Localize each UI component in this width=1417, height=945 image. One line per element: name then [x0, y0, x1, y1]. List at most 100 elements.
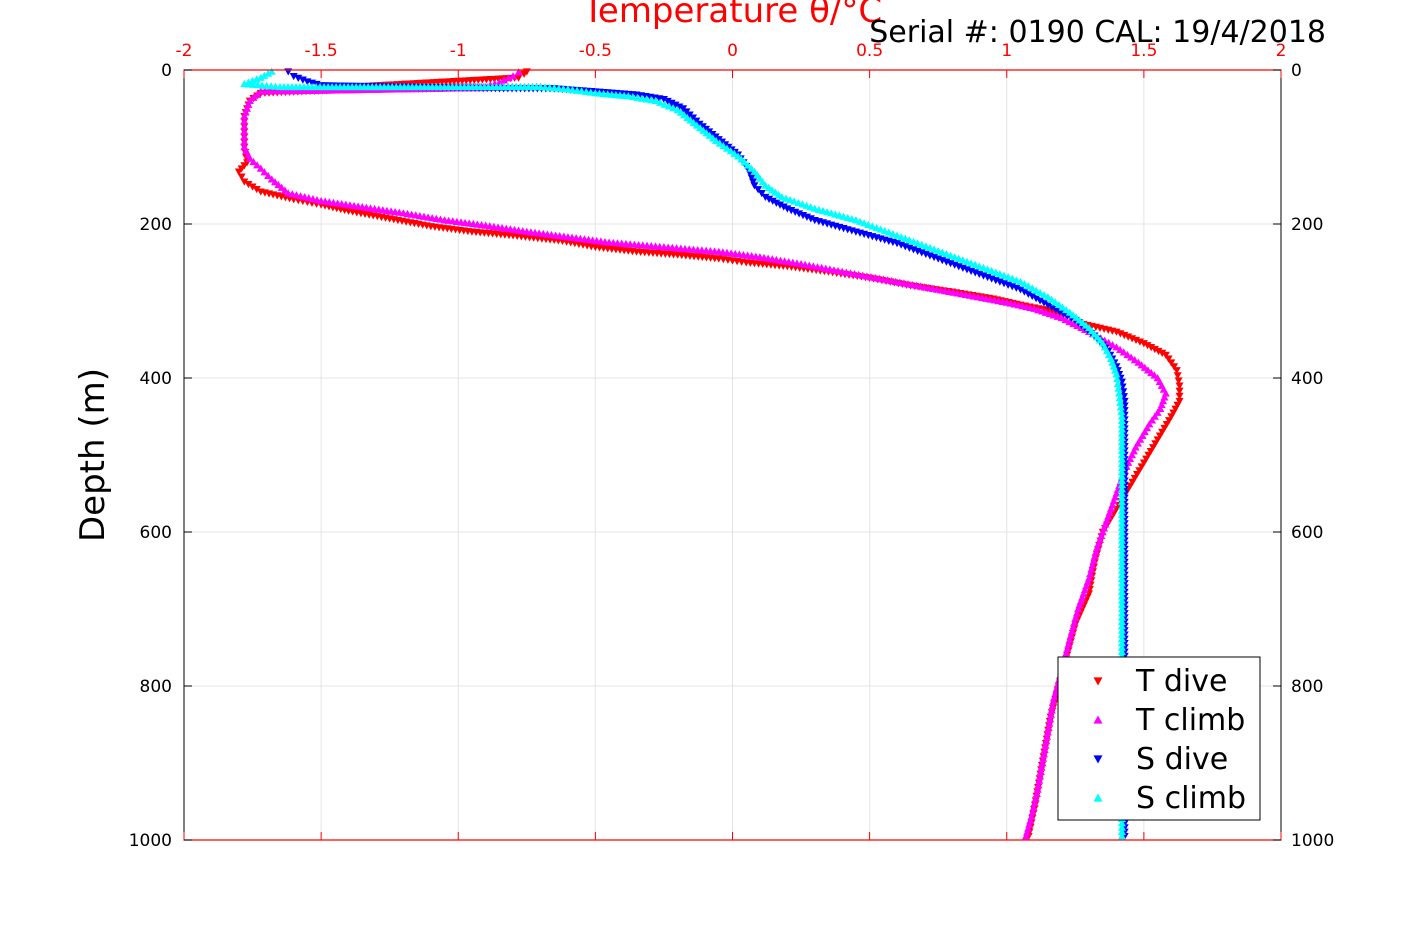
data-point [1117, 536, 1126, 544]
y-tick-label-left: 0 [161, 61, 172, 81]
data-point [1117, 425, 1126, 433]
data-point [1117, 630, 1126, 638]
data-point [1029, 803, 1038, 811]
data-point [1108, 341, 1117, 349]
data-point [1117, 540, 1126, 549]
data-point [256, 87, 265, 95]
data-point [776, 201, 785, 209]
data-point [249, 157, 258, 166]
data-point [1073, 321, 1082, 330]
data-point [1174, 377, 1183, 385]
data-point [1088, 561, 1097, 569]
y-tick-label-left: 600 [140, 523, 172, 543]
data-point [1143, 342, 1152, 350]
data-point [1172, 367, 1181, 375]
y-tick-label-right: 800 [1291, 677, 1323, 697]
data-point [1051, 298, 1060, 306]
data-point [1117, 528, 1126, 536]
data-point [1024, 824, 1033, 832]
data-point [750, 182, 759, 190]
x-tick-label: -1 [450, 41, 467, 61]
data-point [1130, 356, 1139, 364]
data-point [1117, 557, 1126, 566]
legend-label: T climb [1135, 703, 1245, 738]
legend-label: T dive [1135, 664, 1227, 699]
data-point [249, 93, 258, 101]
legend-marker [1093, 793, 1103, 802]
y-tick-label-left: 400 [140, 369, 172, 389]
data-point [244, 180, 253, 189]
y-tick-label-right: 600 [1291, 523, 1323, 543]
data-point [712, 136, 721, 145]
data-point [715, 139, 724, 147]
data-point [1151, 440, 1160, 448]
data-point [1024, 282, 1033, 290]
data-point [240, 122, 249, 130]
data-point [733, 152, 742, 160]
data-point [1044, 723, 1053, 731]
x-tick-label: -2 [176, 41, 193, 61]
data-point [1117, 451, 1126, 459]
data-point [264, 171, 273, 179]
data-point [761, 193, 770, 202]
data-point [1171, 405, 1180, 413]
data-point [1117, 476, 1126, 484]
data-point [1032, 286, 1041, 294]
data-point [1117, 617, 1126, 626]
data-point [253, 90, 262, 98]
data-point [743, 161, 752, 169]
data-point [1117, 455, 1126, 463]
data-point [1117, 823, 1126, 831]
data-point [1167, 413, 1176, 421]
legend-marker [1093, 755, 1103, 764]
data-point [1161, 351, 1170, 359]
data-point [1130, 474, 1139, 483]
y-tick-label-left: 200 [140, 215, 172, 235]
data-point [1173, 401, 1182, 409]
data-point [1092, 547, 1101, 555]
data-point [499, 76, 508, 84]
data-point [1027, 812, 1036, 821]
data-point [1117, 570, 1126, 578]
data-point [1048, 701, 1057, 709]
data-point [1117, 587, 1126, 596]
data-point [1065, 635, 1074, 643]
data-point [1117, 532, 1126, 540]
data-point [1128, 478, 1137, 486]
data-point [1117, 498, 1126, 506]
data-point [1155, 432, 1164, 440]
data-point [1117, 562, 1126, 570]
data-point [509, 72, 518, 80]
legend-marker [1093, 677, 1103, 686]
data-point [1086, 569, 1095, 577]
data-point [1115, 394, 1124, 402]
data-point [1127, 353, 1136, 361]
data-point [1117, 827, 1126, 836]
data-point [1117, 639, 1126, 647]
x-axis-label: Temperature θ/°C [582, 0, 882, 31]
data-point [1117, 579, 1126, 587]
data-point [1158, 349, 1167, 357]
data-point [1036, 772, 1045, 780]
data-point [1057, 313, 1066, 322]
data-point [1154, 347, 1163, 356]
x-tick-label: 1 [1001, 41, 1012, 61]
data-point [1117, 468, 1126, 476]
data-point [1047, 303, 1056, 312]
data-point [719, 141, 728, 150]
data-point [1087, 565, 1096, 573]
data-point [1117, 480, 1126, 489]
data-point [1117, 523, 1126, 531]
data-point [1028, 284, 1037, 292]
data-point [1064, 640, 1073, 648]
data-point [495, 78, 504, 86]
data-point [1142, 455, 1151, 463]
legend-marker [1093, 715, 1103, 724]
data-point [730, 149, 739, 157]
data-point [772, 199, 781, 207]
data-point [675, 103, 684, 111]
legend-label: S dive [1136, 742, 1228, 777]
data-point [1169, 409, 1178, 417]
data-point [1164, 355, 1173, 363]
data-point [747, 174, 756, 182]
